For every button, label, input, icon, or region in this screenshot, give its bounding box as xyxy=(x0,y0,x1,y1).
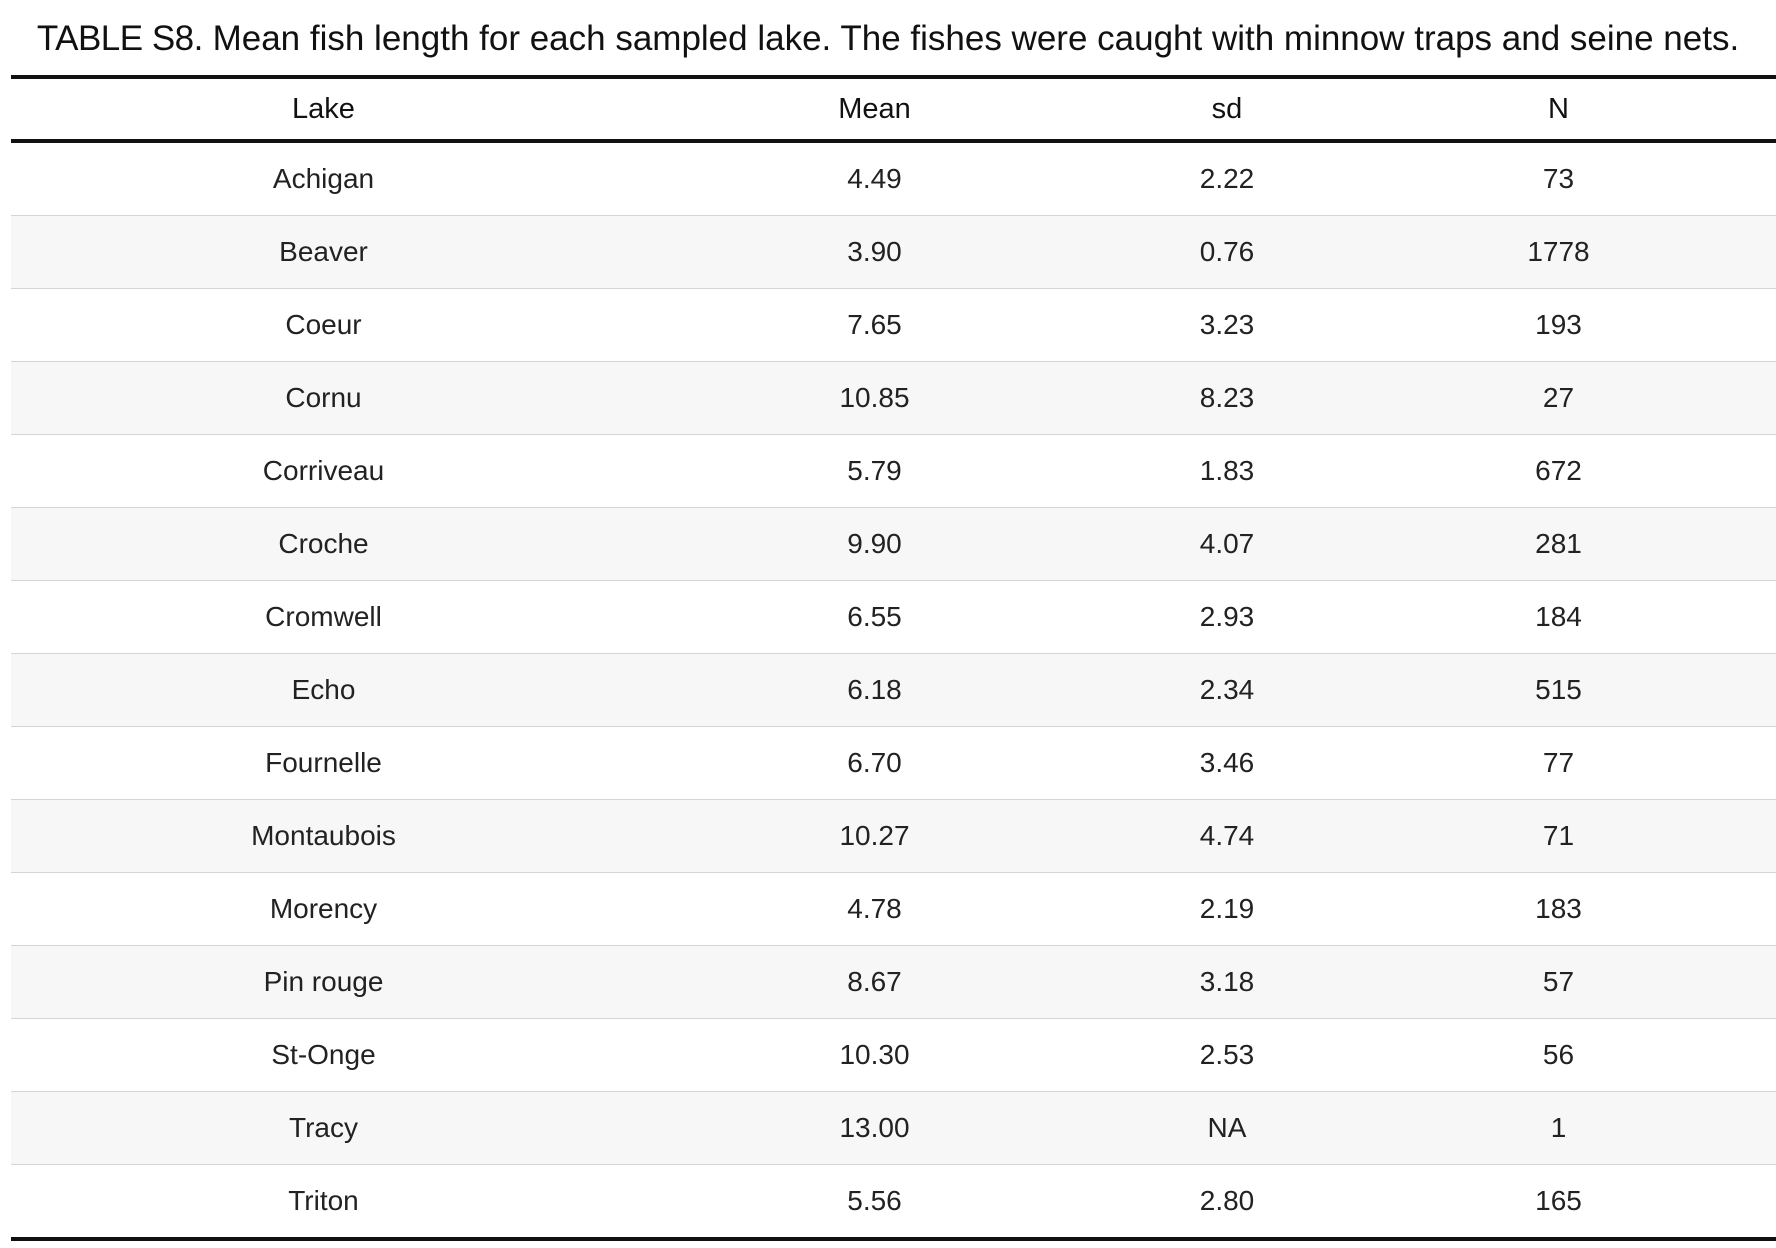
cell-sd: 3.23 xyxy=(1113,288,1341,362)
cell-n: 73 xyxy=(1542,163,1575,194)
cell-lake: Pin rouge xyxy=(11,945,636,1019)
cell-sd: 8.23 xyxy=(1113,361,1341,435)
table-row: Tracy 13.00 NA 1 xyxy=(11,1091,1776,1165)
table-row: Pin rouge 8.67 3.18 57 xyxy=(11,945,1776,1019)
cell-lake: Cromwell xyxy=(11,580,636,654)
cell-mean: 6.18 xyxy=(636,653,1113,727)
cell-n: 1778 xyxy=(1341,215,1776,289)
table-row: Croche 9.90 4.07 281 xyxy=(11,507,1776,581)
cell-lake: Achigan xyxy=(272,163,375,194)
table-row: Triton 5.56 2.80 165 xyxy=(11,1164,1776,1241)
table-row: Cornu 10.85 8.23 27 xyxy=(11,361,1776,435)
cell-mean: 4.49 xyxy=(847,163,902,194)
header-n: N xyxy=(1548,92,1569,125)
header-sd: sd xyxy=(1211,92,1243,125)
cell-n: 56 xyxy=(1341,1018,1776,1092)
cell-sd: 1.83 xyxy=(1113,434,1341,508)
cell-lake: Fournelle xyxy=(11,726,636,800)
table-row: Coeur 7.65 3.23 193 xyxy=(11,288,1776,362)
cell-sd: 4.74 xyxy=(1113,799,1341,873)
cell-mean: 9.90 xyxy=(636,507,1113,581)
cell-lake: Coeur xyxy=(11,288,636,362)
cell-lake: Montaubois xyxy=(11,799,636,873)
cell-mean: 8.67 xyxy=(636,945,1113,1019)
cell-sd: 2.34 xyxy=(1113,653,1341,727)
table-row: Fournelle 6.70 3.46 77 xyxy=(11,726,1776,800)
table-label: TABLE S8. xyxy=(36,19,204,58)
cell-lake: Corriveau xyxy=(11,434,636,508)
table-caption: TABLE S8. Mean fish length for each samp… xyxy=(0,14,1776,64)
cell-lake: Echo xyxy=(11,653,636,727)
table-row: St-Onge 10.30 2.53 56 xyxy=(11,1018,1776,1092)
cell-lake: Beaver xyxy=(11,215,636,289)
header-row: Lake Mean sd N xyxy=(11,77,1776,141)
fish-length-table: Lake Mean sd N Achigan 4.49 2.22 73 Beaver 3.… xyxy=(11,75,1776,1241)
cell-mean: 7.65 xyxy=(636,288,1113,362)
cell-sd: 3.18 xyxy=(1113,945,1341,1019)
header-lake: Lake xyxy=(292,92,355,125)
cell-lake: Tracy xyxy=(11,1091,636,1165)
cell-mean: 5.79 xyxy=(636,434,1113,508)
cell-lake: St-Onge xyxy=(11,1018,636,1092)
cell-mean: 6.70 xyxy=(636,726,1113,800)
cell-n: 165 xyxy=(1341,1164,1776,1241)
table-row: Echo 6.18 2.34 515 xyxy=(11,653,1776,727)
cell-mean: 13.00 xyxy=(636,1091,1113,1165)
cell-n: 183 xyxy=(1341,872,1776,946)
cell-n: 1 xyxy=(1341,1091,1776,1165)
cell-n: 672 xyxy=(1341,434,1776,508)
cell-sd: 3.46 xyxy=(1113,726,1341,800)
cell-sd: 0.76 xyxy=(1113,215,1341,289)
cell-n: 515 xyxy=(1341,653,1776,727)
cell-sd: 2.93 xyxy=(1113,580,1341,654)
cell-n: 71 xyxy=(1341,799,1776,873)
cell-mean: 10.27 xyxy=(636,799,1113,873)
cell-lake: Cornu xyxy=(11,361,636,435)
cell-mean: 10.30 xyxy=(636,1018,1113,1092)
cell-n: 27 xyxy=(1341,361,1776,435)
cell-sd: 4.07 xyxy=(1113,507,1341,581)
cell-sd: 2.53 xyxy=(1113,1018,1341,1092)
data-table-container: Lake Mean sd N Achigan 4.49 2.22 73 Beaver 3.… xyxy=(11,75,1776,1241)
cell-lake: Croche xyxy=(11,507,636,581)
cell-mean: 5.56 xyxy=(636,1164,1113,1241)
cell-n: 281 xyxy=(1341,507,1776,581)
cell-sd: 2.80 xyxy=(1113,1164,1341,1241)
cell-sd: 2.19 xyxy=(1113,872,1341,946)
cell-n: 57 xyxy=(1341,945,1776,1019)
cell-mean: 4.78 xyxy=(636,872,1113,946)
table-row: Achigan 4.49 2.22 73 xyxy=(11,141,1776,216)
cell-mean: 3.90 xyxy=(636,215,1113,289)
table-row: Morency 4.78 2.19 183 xyxy=(11,872,1776,946)
cell-mean: 6.55 xyxy=(636,580,1113,654)
header-mean: Mean xyxy=(838,92,911,125)
cell-sd: 2.22 xyxy=(1199,163,1255,194)
cell-lake: Morency xyxy=(11,872,636,946)
cell-lake: Triton xyxy=(11,1164,636,1241)
table-row: Cromwell 6.55 2.93 184 xyxy=(11,580,1776,654)
table-body: Achigan 4.49 2.22 73 Beaver 3.90 0.76 1778 Coeur… xyxy=(11,141,1776,1241)
cell-n: 184 xyxy=(1341,580,1776,654)
table-row: Montaubois 10.27 4.74 71 xyxy=(11,799,1776,873)
table-row: Beaver 3.90 0.76 1778 xyxy=(11,215,1776,289)
caption-text: Mean fish length for each sampled lake. … xyxy=(202,19,1740,58)
cell-sd: NA xyxy=(1113,1091,1341,1165)
cell-n: 77 xyxy=(1341,726,1776,800)
cell-n: 193 xyxy=(1341,288,1776,362)
table-row: Corriveau 5.79 1.83 672 xyxy=(11,434,1776,508)
cell-mean: 10.85 xyxy=(636,361,1113,435)
